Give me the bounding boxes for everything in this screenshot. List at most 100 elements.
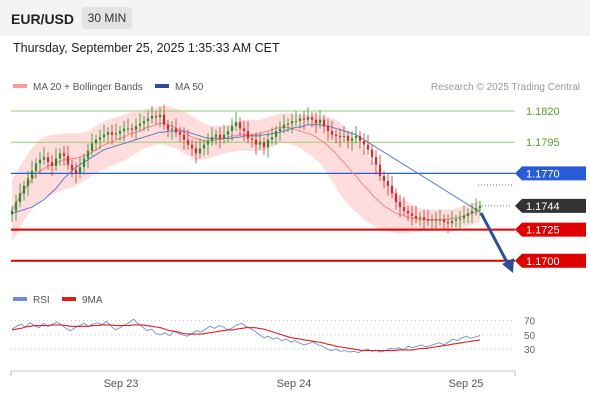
candle-body <box>254 139 258 145</box>
last-price-label: 1.1744 <box>526 201 560 213</box>
candle-body <box>258 142 262 145</box>
header-bar: EUR/USD 30 MIN <box>0 0 590 36</box>
forecast-arrow-shaft <box>479 212 511 267</box>
candle-body <box>146 118 150 121</box>
candle-body <box>282 124 286 129</box>
candle-body <box>182 134 186 140</box>
candle-body <box>102 134 106 138</box>
pivot-level-label: 1.1770 <box>526 168 560 180</box>
datetime-label: Thursday, September 25, 2025 1:35:33 AM … <box>13 41 280 55</box>
ma50-legend-swatch <box>155 84 169 88</box>
candle-body <box>222 134 226 139</box>
candle-body <box>290 121 294 124</box>
candle-body <box>234 122 238 126</box>
rsi-tick-label: 30 <box>524 345 536 356</box>
candle-body <box>194 148 198 154</box>
rsi-plot: 70 50 30 <box>11 317 536 356</box>
rsi-ma-legend-label: 9MA <box>82 295 103 306</box>
candle-body <box>74 169 78 174</box>
candle-body <box>386 180 390 186</box>
resistance-level-label: 1.1795 <box>526 137 560 149</box>
candle-body <box>10 210 14 215</box>
candle-body <box>410 213 414 216</box>
candle-body <box>286 123 290 125</box>
candle-body <box>318 119 322 124</box>
forecast-arrow-head <box>502 258 514 273</box>
rsi-legend-label: RSI <box>33 295 50 306</box>
candle-body <box>34 163 38 171</box>
candle-body <box>30 170 34 179</box>
price-plot: 1.1820 1.1795 1.1770 1.1744 1.1725 1.1700 <box>10 104 586 268</box>
candle-body <box>438 219 442 221</box>
candle-body <box>406 210 410 214</box>
candle-body <box>330 131 334 135</box>
candle-body <box>162 114 166 125</box>
x-tick-label: Sep 23 <box>104 378 139 390</box>
candle-body <box>346 135 350 141</box>
candle-body <box>422 217 426 220</box>
candle-body <box>402 207 406 211</box>
candle-body <box>434 219 438 221</box>
candle-body <box>66 155 70 165</box>
candle-body <box>14 202 18 211</box>
candle-body <box>334 134 338 136</box>
candle-body <box>214 134 218 138</box>
bollinger-band <box>12 106 480 241</box>
x-tick-label: Sep 24 <box>277 378 312 390</box>
candle-body <box>118 131 122 134</box>
candle-body <box>390 185 394 194</box>
candle-body <box>42 157 46 160</box>
candle-body <box>198 148 202 154</box>
candle-body <box>362 140 366 145</box>
candle-body <box>458 218 462 220</box>
candle-body <box>134 126 138 130</box>
ma50-line <box>11 124 481 214</box>
candle-body <box>62 153 66 156</box>
candle-body <box>106 132 110 135</box>
candle-body <box>298 118 302 121</box>
candle-body <box>262 142 266 148</box>
candle-body <box>178 132 182 135</box>
timeframe-badge[interactable]: 30 MIN <box>82 7 132 29</box>
candle-body <box>190 144 194 149</box>
candle-body <box>354 135 358 139</box>
candle-body <box>294 121 298 122</box>
candle-body <box>250 138 254 140</box>
candle-body <box>154 116 158 118</box>
candle-body <box>342 135 346 138</box>
candle-body <box>474 208 478 211</box>
pivot-price-tag <box>515 166 586 181</box>
candle-body <box>46 157 50 163</box>
candle-body <box>470 210 474 214</box>
candle-body <box>130 128 134 130</box>
candle-body <box>246 131 250 139</box>
candle-body <box>270 137 274 140</box>
candle-body <box>306 117 310 120</box>
candle-body <box>38 159 42 164</box>
candle-body <box>170 128 174 130</box>
candle-body <box>382 175 386 181</box>
candle-body <box>126 128 130 130</box>
candle-body <box>94 139 98 144</box>
candle-body <box>138 123 142 126</box>
candle-body <box>370 149 374 158</box>
ma20-line <box>11 123 481 221</box>
candle-body <box>322 119 326 126</box>
candle-body <box>226 131 230 135</box>
candle-body <box>238 122 242 129</box>
support-level-label: 1.1725 <box>526 225 560 237</box>
candle-body <box>86 150 90 159</box>
candle-body <box>78 167 82 174</box>
candle-body <box>414 215 418 219</box>
candle-body <box>82 158 86 168</box>
candle-body <box>450 220 454 224</box>
candle-body <box>158 114 162 118</box>
candle-body <box>326 126 330 131</box>
candle-body <box>446 222 450 224</box>
candle-body <box>462 215 466 219</box>
candle-body <box>358 135 362 141</box>
candle-body <box>266 139 270 148</box>
candle-body <box>314 119 318 124</box>
candle-body <box>202 144 206 149</box>
